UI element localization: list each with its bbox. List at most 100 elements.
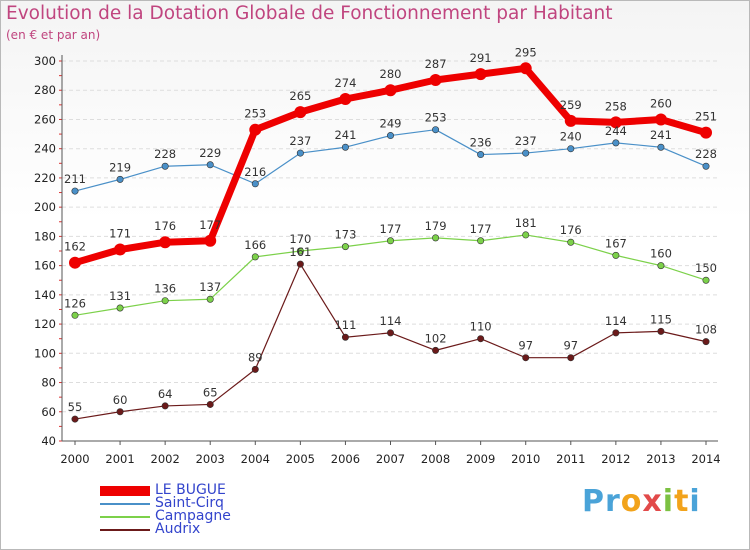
data-label-campagne-2000: 126 [64,296,86,310]
logo-letter-6: i [689,484,701,519]
series-layer [69,62,712,423]
data-label-saint-cirq-2008: 253 [425,111,447,125]
point-le-bugue-2000 [69,256,81,269]
data-label-campagne-2007: 177 [380,222,402,236]
logo-letter-2: o [620,484,643,519]
point-audrix-2011 [567,354,575,362]
x-tick-label-2007: 2007 [376,452,405,466]
point-le-bugue-2010 [519,62,532,75]
legend-label-campagne: Campagne [155,508,231,524]
data-label-audrix-2008: 102 [425,331,447,345]
point-campagne-2003 [206,295,214,303]
point-campagne-2014 [702,276,710,284]
point-saint-cirq-2006 [341,143,349,151]
x-tick-label-2005: 2005 [286,452,315,466]
x-tick-label-2002: 2002 [151,452,180,466]
point-campagne-2001 [116,304,124,312]
x-tick-label-2010: 2010 [511,452,540,466]
x-tick-label-2001: 2001 [105,452,134,466]
point-audrix-2000 [71,415,79,423]
point-campagne-2002 [161,297,169,305]
point-campagne-2010 [522,231,530,239]
point-saint-cirq-2001 [116,175,124,183]
data-label-le-bugue-2002: 176 [154,219,176,233]
point-campagne-2006 [341,243,349,251]
point-campagne-2009 [477,237,485,245]
point-campagne-2007 [386,237,394,245]
data-label-saint-cirq-2013: 241 [650,128,672,142]
point-saint-cirq-2008 [432,126,440,134]
point-le-bugue-2002 [159,236,172,249]
point-campagne-2012 [612,251,620,259]
point-saint-cirq-2014 [702,162,710,170]
x-tick-label-2012: 2012 [601,452,630,466]
y-tick-label-220: 220 [34,171,56,185]
y-tick-label-140: 140 [34,288,56,302]
point-le-bugue-2004 [249,123,262,136]
y-tick-label-280: 280 [34,83,56,97]
y-tick-label-60: 60 [41,405,56,419]
data-label-saint-cirq-2010: 237 [515,134,537,148]
x-tick-label-2011: 2011 [556,452,585,466]
point-audrix-2007 [386,329,394,337]
point-saint-cirq-2004 [251,180,259,188]
point-audrix-2003 [206,400,214,408]
data-label-le-bugue-2009: 291 [470,51,492,65]
y-tick-label-120: 120 [34,317,56,331]
x-tick-label-2013: 2013 [646,452,675,466]
data-label-audrix-2010: 97 [518,339,533,353]
data-label-audrix-2009: 110 [470,320,492,334]
y-tick-label-260: 260 [34,112,56,126]
data-label-campagne-2005: 170 [289,232,311,246]
x-tick-label-2004: 2004 [241,452,270,466]
legend: LE BUGUE Saint-Cirq Campagne Audrix [100,482,300,537]
x-tick-label-2006: 2006 [331,452,360,466]
data-label-saint-cirq-2011: 240 [560,130,582,144]
y-tick-label-300: 300 [34,54,56,68]
data-label-campagne-2008: 179 [425,219,447,233]
data-label-saint-cirq-2005: 237 [289,134,311,148]
legend-item-saint-cirq: Saint-Cirq [100,495,300,511]
point-audrix-2012 [612,329,620,337]
data-label-le-bugue-2013: 260 [650,96,672,110]
proxiti-logo: Proxiti [582,484,701,519]
logo-letter-5: t [674,484,690,519]
data-label-campagne-2003: 137 [199,280,221,294]
point-le-bugue-2005 [294,106,307,119]
data-label-le-bugue-2010: 295 [515,45,537,59]
point-le-bugue-2001 [114,243,127,256]
data-label-audrix-2004: 89 [248,350,263,364]
data-label-campagne-2004: 166 [244,238,266,252]
legend-item-campagne: Campagne [100,508,300,524]
point-saint-cirq-2003 [206,161,214,169]
point-audrix-2014 [702,338,710,346]
legend-label-saint-cirq: Saint-Cirq [155,495,224,511]
data-label-campagne-2013: 160 [650,247,672,261]
point-le-bugue-2006 [339,93,352,105]
data-label-le-bugue-2006: 274 [334,76,356,90]
point-audrix-2005 [296,260,304,268]
legend-label-audrix: Audrix [155,521,201,537]
x-tick-label-2008: 2008 [421,452,450,466]
data-label-saint-cirq-2009: 236 [470,136,492,150]
point-audrix-2001 [116,408,124,416]
point-le-bugue-2014 [700,126,712,139]
point-saint-cirq-2009 [477,151,485,159]
point-le-bugue-2008 [429,74,442,86]
point-audrix-2004 [251,365,259,373]
data-label-le-bugue-2014: 251 [695,110,717,124]
y-tick-label-80: 80 [41,376,56,390]
logo-letter-0: P [582,484,605,519]
legend-label-le-bugue: LE BUGUE [155,482,226,498]
chart-subtitle: (en € et par an) [6,28,101,42]
data-label-audrix-2000: 55 [68,400,83,414]
data-label-audrix-2013: 115 [650,312,672,326]
data-label-le-bugue-2008: 287 [425,57,447,71]
axes: 40 60 80 100 120 140 160 180 200 220 240 260 280 300 2… [34,54,721,466]
data-label-saint-cirq-2007: 249 [380,117,402,131]
point-saint-cirq-2013 [657,143,665,151]
logo-letter-3: x [642,484,663,519]
y-tick-label-240: 240 [34,142,56,156]
data-labels: 162 171 176 177 253 265 274 280 287 291 295 259 258 2… [64,45,717,414]
data-label-audrix-2012: 114 [605,314,627,328]
